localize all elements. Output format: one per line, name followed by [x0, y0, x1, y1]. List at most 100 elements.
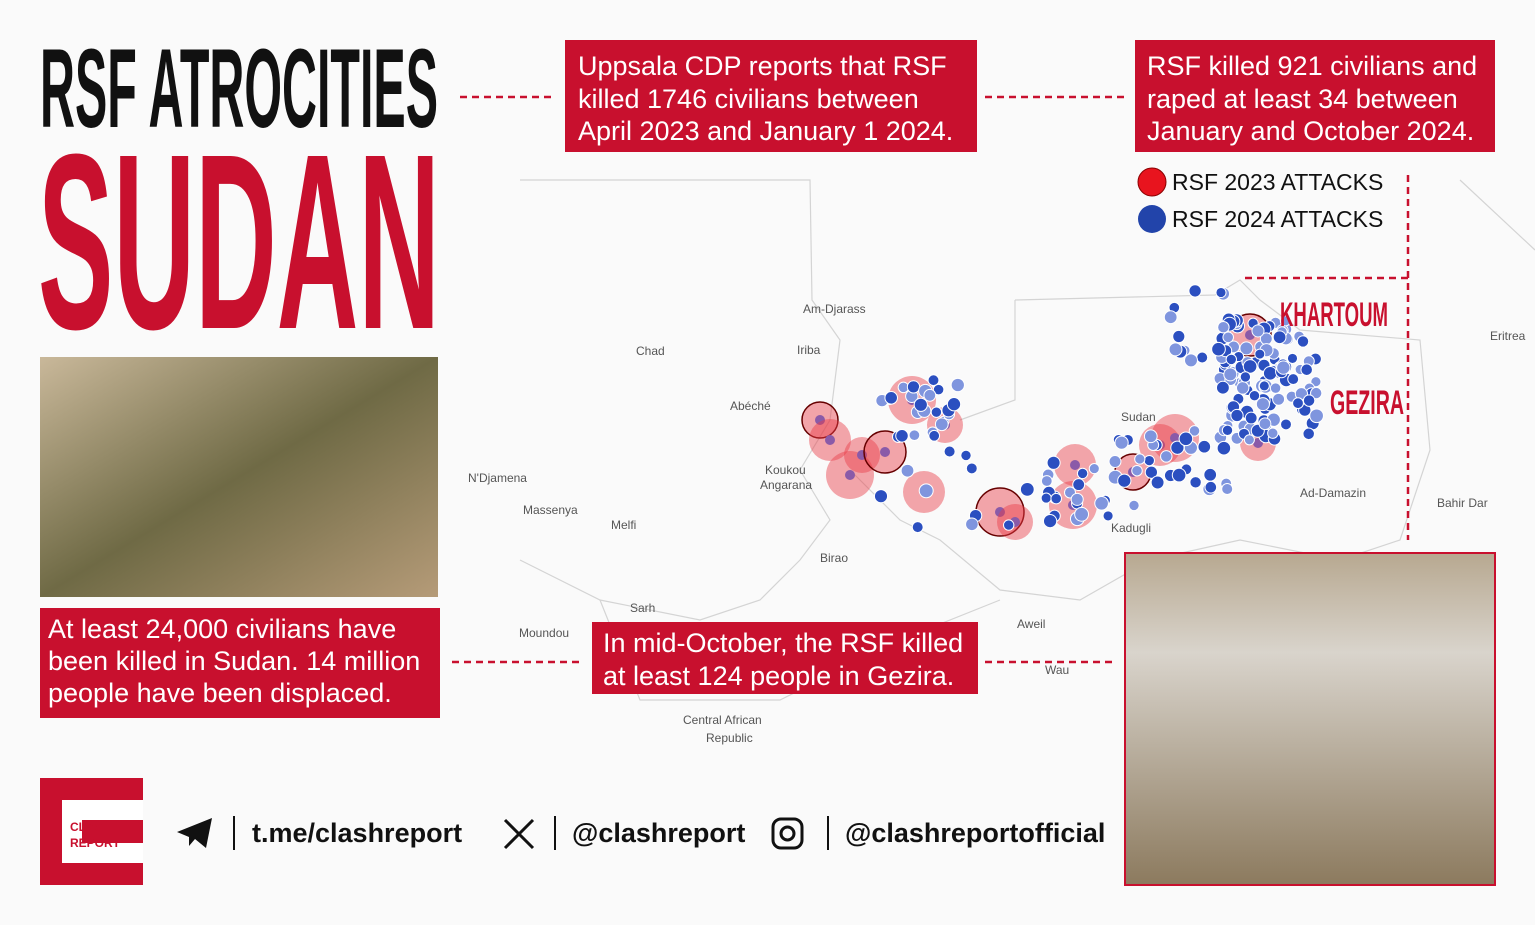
attack-2024 [1222, 331, 1234, 344]
attack-2024 [1211, 341, 1226, 357]
attack-2023-core [1070, 460, 1080, 470]
callout-text: At least 24,000 civilians have [48, 614, 396, 644]
attack-2024 [1216, 440, 1232, 456]
attack-2023-core [880, 447, 890, 457]
attack-2024 [1188, 425, 1201, 437]
attack-2024 [1280, 418, 1292, 431]
attack-2024 [1215, 380, 1230, 395]
attack-2024 [1042, 513, 1058, 529]
attack-2024 [1267, 427, 1279, 439]
map-label: Birao [820, 551, 848, 565]
attack-2024 [1172, 329, 1186, 344]
attack-2024 [1302, 394, 1316, 407]
attack-2024 [1254, 348, 1266, 360]
attack-2024 [1040, 475, 1053, 487]
map-label: Republic [706, 731, 753, 745]
map-label: Iriba [797, 343, 821, 357]
attack-2024 [1143, 454, 1155, 467]
legend-label: RSF 2023 ATTACKS [1172, 169, 1383, 195]
attack-2024 [1088, 463, 1100, 475]
attack-2024 [1108, 455, 1122, 468]
map-label: Moundou [519, 626, 569, 640]
attack-2024 [1094, 495, 1109, 511]
callout-text: In mid-October, the RSF killed [603, 628, 963, 658]
region-label: KHARTOUM [1280, 296, 1388, 334]
attack-2024 [908, 429, 921, 442]
attack-2024 [928, 429, 941, 442]
title: RSF ATROCITIES [40, 26, 438, 151]
attack-2024 [1243, 434, 1255, 446]
attack-2024 [946, 397, 962, 412]
callout-box [1135, 40, 1495, 152]
callout-box [565, 40, 977, 152]
attack-2024 [1255, 397, 1270, 412]
attack-2024 [1217, 320, 1230, 334]
attack-2024 [906, 380, 921, 394]
map-label: Angarana [760, 478, 812, 492]
map-label: Melfi [611, 518, 636, 532]
attack-2024 [1302, 427, 1315, 441]
callout-text: people have been displaced. [48, 678, 392, 708]
attack-2024 [923, 388, 937, 402]
instagram-icon [779, 825, 796, 842]
attack-2024 [930, 406, 943, 418]
map-label: N'Djamena [468, 471, 527, 485]
attack-2024 [1235, 381, 1250, 395]
attack-2024 [1171, 467, 1187, 483]
attack-2024 [950, 377, 965, 393]
photo-victims [1124, 552, 1496, 886]
attack-2024 [1128, 499, 1140, 512]
attack-2024 [1248, 390, 1261, 402]
callout-box [592, 622, 978, 694]
attack-2024 [1072, 478, 1086, 492]
legend-swatch [1138, 205, 1166, 233]
map-label: Ad-Damazin [1300, 486, 1366, 500]
attack-2024 [1242, 359, 1258, 374]
callout-text: killed 1746 civilians between [578, 84, 919, 114]
attack-2024 [1150, 475, 1165, 490]
social-handle: @clashreport [572, 818, 745, 848]
attack-2024 [873, 489, 889, 504]
attack-2024 [1040, 492, 1052, 504]
attack-2024 [1239, 341, 1254, 356]
attack-2024 [943, 445, 956, 458]
attack-2024 [918, 483, 934, 499]
instagram-icon [771, 817, 804, 850]
attack-2023-core [1170, 433, 1180, 443]
attack-dots [801, 284, 1324, 540]
attack-2024 [1215, 286, 1227, 299]
logo-text: REPORT [70, 836, 121, 850]
attack-2024 [1050, 492, 1062, 505]
map-label: Eritrea [1490, 329, 1526, 343]
map-label: Wau [1045, 663, 1069, 677]
telegram-icon [177, 818, 212, 848]
attack-2024 [1197, 439, 1212, 454]
region-label: GEZIRA [1330, 384, 1404, 422]
x-icon [503, 818, 535, 850]
attack-2024 [1160, 450, 1173, 463]
attack-2024 [965, 462, 978, 475]
attack-2024 [1230, 408, 1244, 423]
attack-2024 [1178, 431, 1194, 447]
attack-2024 [1076, 467, 1089, 480]
attack-2024 [1269, 382, 1282, 394]
attack-2024 [1309, 408, 1324, 424]
attack-2024 [1244, 411, 1258, 425]
attack-2024 [1188, 284, 1202, 298]
attack-2024 [1258, 380, 1270, 392]
attack-2024 [1070, 492, 1084, 506]
attack-2024 [1272, 392, 1286, 406]
callout-text: Uppsala CDP reports that RSF [578, 51, 947, 81]
attack-2023-core [845, 470, 855, 480]
attack-2024 [884, 391, 898, 405]
map-label: Central African [683, 713, 762, 727]
attack-2024 [1046, 455, 1061, 470]
callout-text: January and October 2024. [1147, 116, 1474, 146]
attack-2024 [1272, 330, 1287, 345]
logo-mark [62, 800, 143, 863]
attack-2024 [1276, 360, 1291, 375]
attack-2024 [1003, 519, 1015, 531]
attack-2024 [913, 397, 928, 412]
social-handle: @clashreportofficial [845, 818, 1105, 848]
border [519, 179, 841, 621]
